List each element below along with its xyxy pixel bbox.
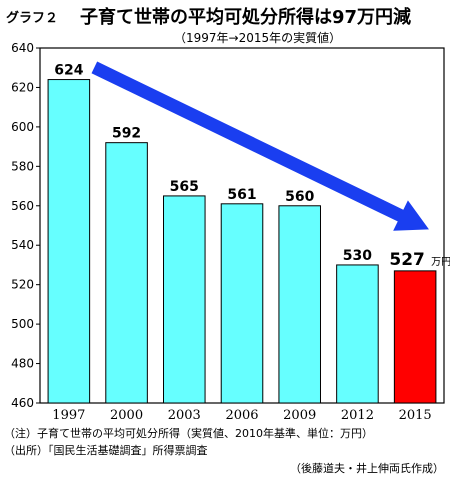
chart-header: グラフ２ 子育て世帯の平均可処分所得は97万円減 （1997年→2015年の実質… [4,3,450,47]
y-tick-label: 580 [11,159,34,173]
data-label-highlight: 527 [389,250,425,270]
bar [163,195,206,404]
data-label: 561 [227,187,256,203]
y-tick-label: 620 [11,80,34,94]
x-tick-label: 2006 [225,408,258,423]
data-label: 624 [54,63,83,79]
x-tick-label: 2000 [110,408,143,423]
data-label: 560 [285,189,314,205]
x-tick-label: 1997 [52,408,85,423]
trend-arrow [91,61,429,231]
chart-title: 子育て世帯の平均可処分所得は97万円減 [80,7,412,28]
bar [278,205,321,404]
x-tick-label: 2009 [283,408,316,423]
footnote-definition: （注）子育て世帯の平均可処分所得（実質値、2010年基準、単位：万円） [4,427,373,440]
y-tick-label: 480 [11,357,34,371]
bar [220,203,264,404]
y-tick-label: 560 [11,199,34,213]
bar [393,270,437,404]
data-label: 530 [343,248,372,264]
y-tick-label: 540 [11,238,34,252]
figure-label: グラフ２ [6,11,59,26]
y-tick-label: 500 [11,317,34,331]
footnote-source: （出所）「国民生活基礎調査」所得票調査 [4,444,208,457]
bar [47,79,91,404]
bar [105,142,148,404]
data-label-unit: 万円 [431,257,450,268]
y-tick-label: 600 [11,120,34,134]
bar [336,264,379,404]
x-tick-label: 2003 [168,408,201,423]
y-tick-label: 520 [11,278,34,292]
data-label: 565 [170,179,199,195]
y-tick-label: 640 [11,41,34,55]
data-label: 592 [112,126,141,142]
credit-text: （後藤道夫・井上伸両氏作成） [290,462,444,475]
chart-subtitle: （1997年→2015年の実質値） [174,31,342,45]
x-tick-label: 2015 [399,408,432,423]
x-tick-label: 2012 [341,408,374,423]
y-tick-label: 460 [11,396,34,410]
